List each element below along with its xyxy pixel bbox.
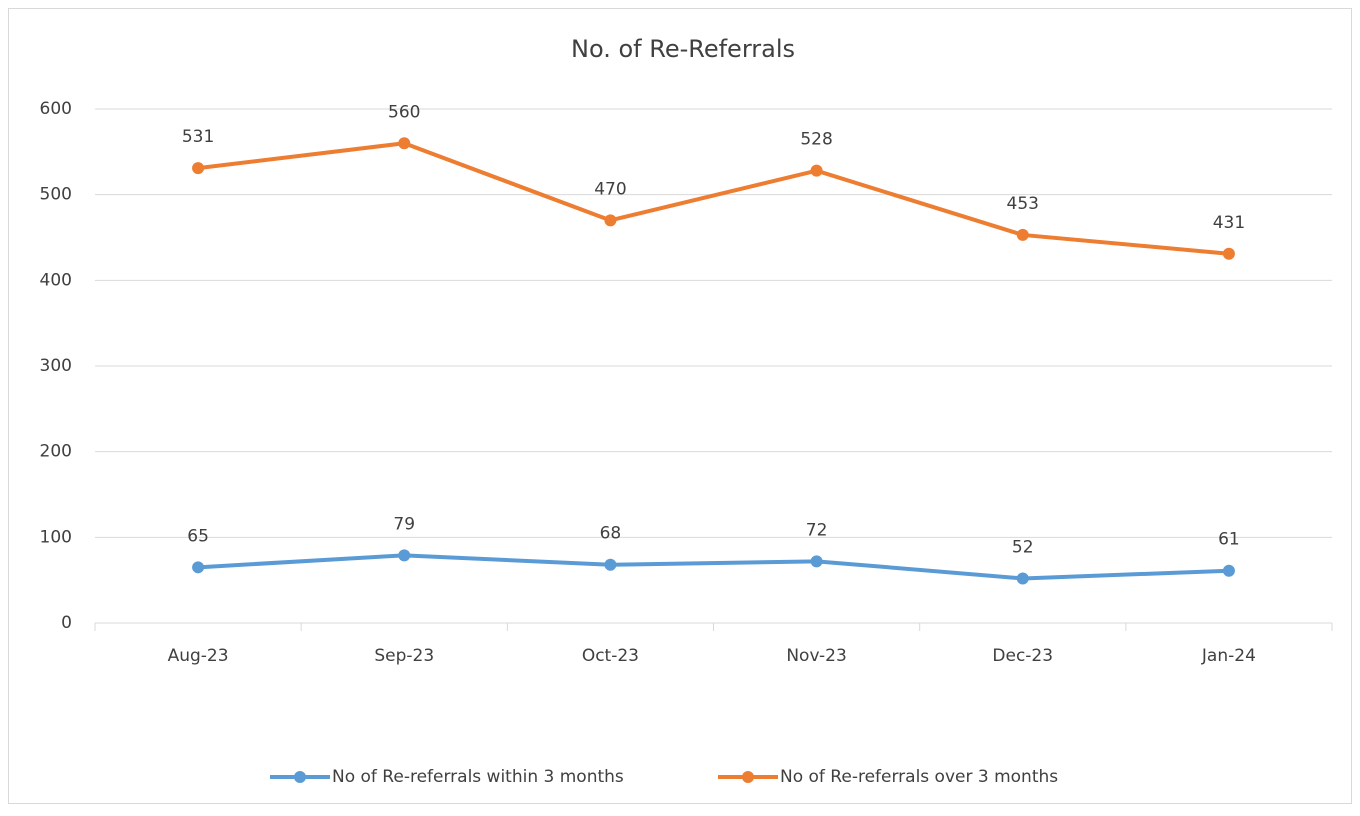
data-point	[1222, 564, 1235, 577]
chart-border	[8, 8, 1352, 804]
data-point	[1016, 228, 1029, 241]
series-line	[196, 141, 1231, 256]
data-point	[1222, 247, 1235, 260]
y-tick-label: 0	[61, 613, 72, 633]
data-label: 61	[1218, 530, 1240, 550]
data-point	[398, 549, 411, 562]
data-label: 79	[393, 514, 415, 534]
data-point	[192, 162, 205, 175]
y-tick-label: 600	[40, 99, 72, 119]
data-label: 528	[800, 130, 832, 150]
data-label: 65	[187, 526, 209, 546]
data-point	[398, 137, 411, 150]
legend-label: No of Re-referrals over 3 months	[780, 767, 1058, 787]
x-tick-label: Sep-23	[374, 646, 434, 666]
x-tick-label: Nov-23	[786, 646, 847, 666]
y-tick-label: 500	[40, 185, 72, 205]
chart-title: No. of Re-Referrals	[571, 35, 795, 63]
data-label: 52	[1012, 537, 1034, 557]
x-tick-label: Dec-23	[992, 646, 1053, 666]
data-point	[810, 164, 823, 177]
data-label: 531	[182, 127, 214, 147]
data-label: 431	[1213, 213, 1245, 233]
data-point	[604, 558, 617, 571]
legend-marker	[742, 771, 754, 783]
data-point	[810, 555, 823, 568]
data-label: 470	[594, 179, 626, 199]
data-label: 72	[806, 520, 828, 540]
x-tick-label: Oct-23	[582, 646, 639, 666]
data-label: 560	[388, 102, 420, 122]
y-tick-label: 300	[40, 356, 72, 376]
data-point	[192, 561, 205, 574]
series-line	[196, 553, 1231, 581]
legend-label: No of Re-referrals within 3 months	[332, 767, 624, 787]
data-point	[604, 214, 617, 227]
x-tick-label: Jan-24	[1201, 646, 1256, 666]
y-tick-label: 400	[40, 270, 72, 290]
y-tick-label: 200	[40, 442, 72, 462]
y-tick-label: 100	[40, 527, 72, 547]
legend-marker	[294, 771, 306, 783]
data-point	[1016, 572, 1029, 585]
x-tick-label: Aug-23	[168, 646, 229, 666]
data-label: 453	[1007, 194, 1039, 214]
data-label: 68	[600, 524, 622, 544]
